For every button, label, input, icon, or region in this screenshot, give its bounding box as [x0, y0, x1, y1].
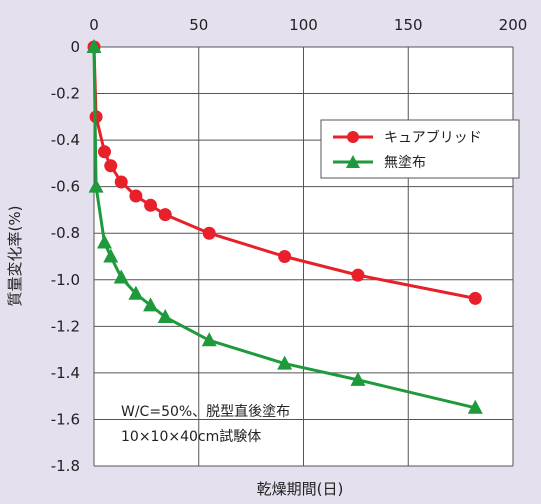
data-point: [143, 297, 159, 312]
y-tick-label: -1.4: [51, 364, 80, 382]
annotation-line-1: W/C=50%、脱型直後塗布: [121, 403, 290, 420]
legend-box: [320, 119, 520, 179]
grid: [93, 46, 514, 467]
data-point: [350, 371, 366, 386]
x-axis-label: 乾燥期間(日): [257, 480, 344, 498]
data-point: [144, 198, 158, 212]
data-point: [86, 39, 102, 53]
data-point: [97, 145, 111, 159]
annotation-line-2: 10×10×40cm試験体: [121, 429, 261, 445]
data-point: [103, 248, 119, 263]
y-tick-label: -0.8: [51, 224, 80, 242]
data-point: [201, 332, 217, 347]
y-tick-label: -0.2: [51, 85, 80, 103]
y-tick-label: 0: [70, 38, 80, 56]
x-tick-label: 50: [189, 16, 208, 34]
y-tick-label: -1.6: [51, 410, 80, 428]
data-point: [129, 189, 143, 203]
legend-label-uncoated: 無塗布: [384, 154, 426, 171]
data-point: [468, 291, 482, 305]
y-tick-label: -1.0: [51, 271, 80, 289]
y-axis-label: 質量変化率(%): [6, 206, 24, 307]
x-tick-label: 150: [394, 16, 423, 34]
legend-marker-uncoated: [346, 155, 360, 168]
legend-label-curebrid: キュアブリッド: [384, 129, 482, 146]
x-tick-label: 100: [289, 16, 318, 34]
data-point: [158, 208, 172, 222]
data-point: [96, 234, 112, 249]
data-point: [128, 285, 144, 300]
tick-labels: 0 50 100 150 200 0 -0.2 -0.4 -0.6 -0.8 -1.0 -1.2 -1.…: [51, 16, 528, 475]
data-point: [278, 250, 292, 263]
data-point: [88, 178, 104, 193]
data-point: [202, 226, 216, 240]
data-point: [351, 268, 365, 282]
x-tick-label: 200: [499, 16, 528, 34]
data-point: [104, 159, 118, 173]
series-layer: [86, 39, 483, 414]
legend: キュアブリッド 無塗布: [320, 119, 520, 179]
data-point: [113, 269, 129, 284]
data-point: [277, 355, 293, 370]
y-tick-label: -0.4: [51, 131, 80, 149]
data-point: [114, 175, 128, 189]
data-point: [467, 399, 483, 414]
y-tick-label: -0.6: [51, 178, 80, 196]
x-tick-label: 0: [89, 16, 99, 34]
y-tick-label: -1.8: [51, 457, 80, 475]
data-point: [157, 309, 173, 324]
y-tick-label: -1.2: [51, 317, 80, 335]
legend-marker-curebrid: [347, 131, 359, 143]
